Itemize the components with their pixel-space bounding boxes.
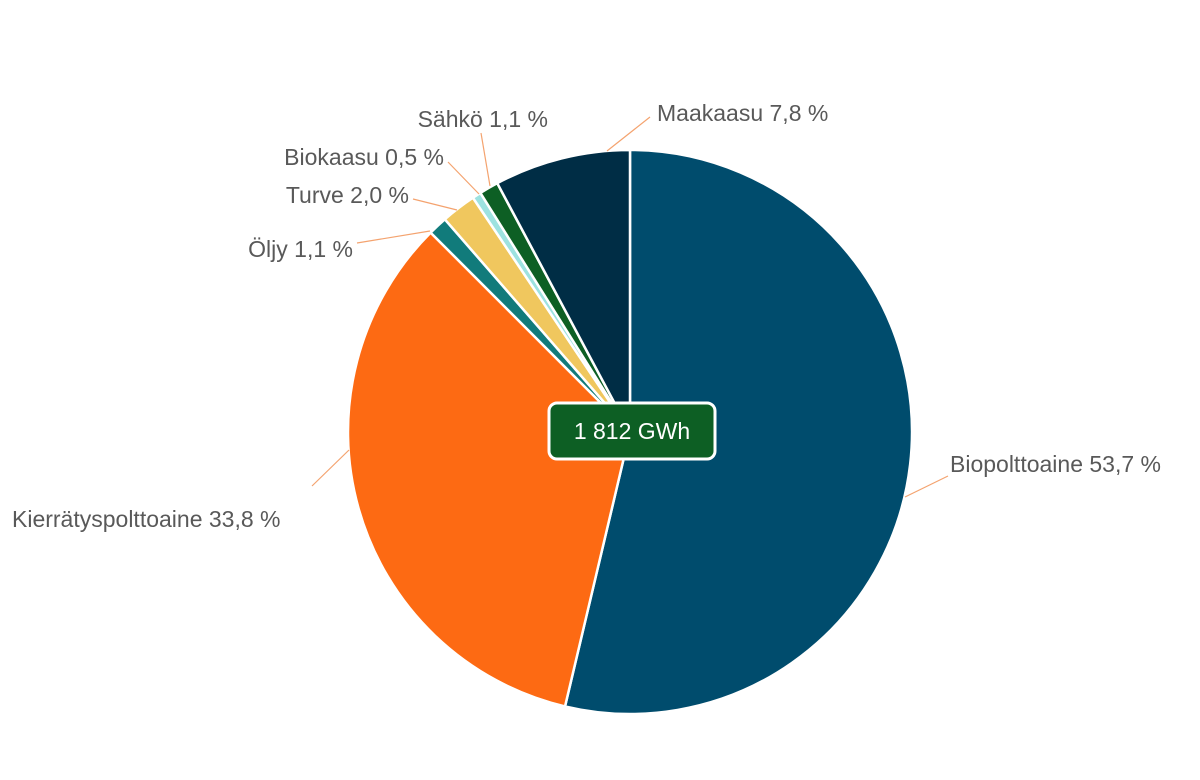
pie-slice-maakaasu bbox=[496, 148, 632, 434]
leader-line-sähkö bbox=[480, 132, 491, 187]
leader-line-biokaasu bbox=[447, 161, 480, 195]
total-badge: 1 812 GWh bbox=[547, 401, 717, 461]
pie-slice-biopolttoaine bbox=[563, 148, 914, 716]
slice-label-kierrätyspolttoaine: Kierrätyspolttoaine 33,8 % bbox=[12, 506, 281, 532]
slice-label-öljy: Öljy 1,1 % bbox=[248, 236, 353, 262]
total-badge-box bbox=[547, 401, 717, 461]
pie-slices bbox=[346, 148, 914, 716]
leader-line-turve bbox=[412, 198, 458, 211]
slice-labels: Biopolttoaine 53,7 % Kierrätyspolttoaine … bbox=[12, 100, 1161, 532]
leader-line-biopolttoaine bbox=[904, 475, 949, 498]
pie-slice-kierrätyspolttoaine bbox=[346, 231, 632, 708]
leader-line-öljy bbox=[356, 230, 431, 244]
slice-label-maakaasu: Maakaasu 7,8 % bbox=[657, 100, 828, 126]
leader-line-kierrätyspolttoaine bbox=[311, 449, 350, 487]
slice-label-biopolttoaine: Biopolttoaine 53,7 % bbox=[950, 451, 1161, 477]
total-value-label: 1 812 GWh bbox=[574, 418, 690, 444]
slice-label-biokaasu: Biokaasu 0,5 % bbox=[284, 144, 444, 170]
slice-label-sähkö: Sähkö 1,1 % bbox=[418, 106, 548, 132]
slice-label-turve: Turve 2,0 % bbox=[286, 182, 409, 208]
leader-lines bbox=[311, 116, 949, 498]
leader-line-maakaasu bbox=[606, 116, 651, 152]
